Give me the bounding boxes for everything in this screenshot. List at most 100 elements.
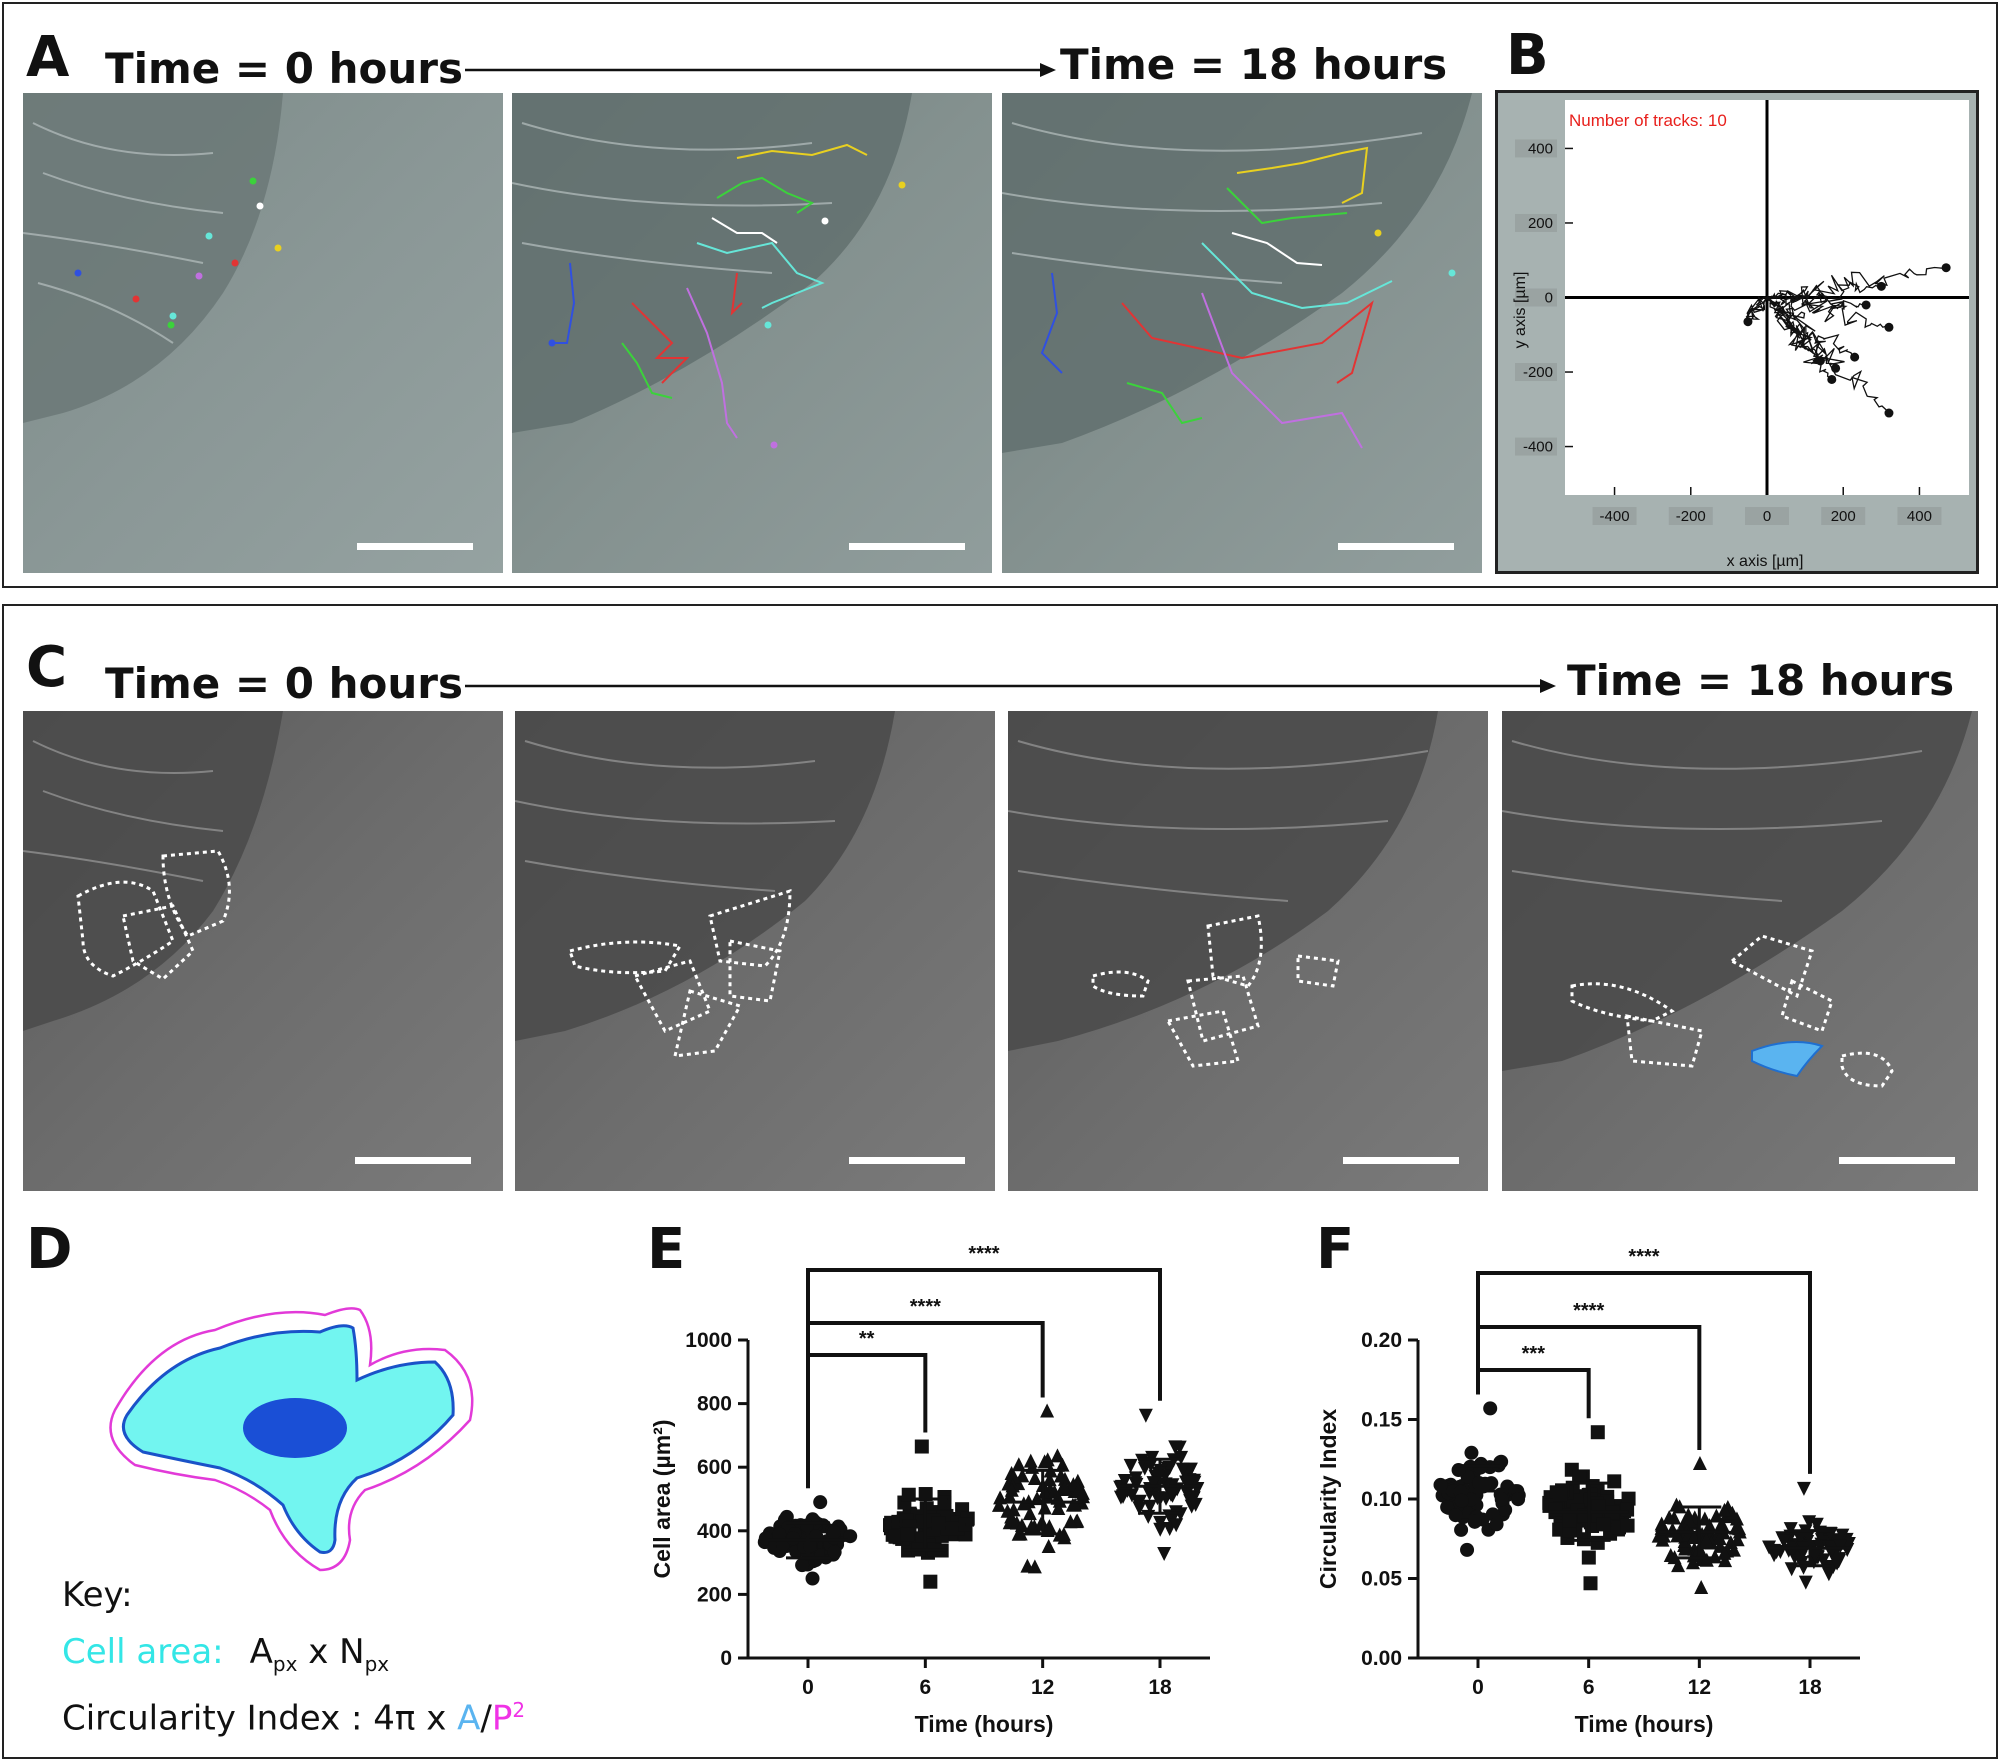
data-point xyxy=(1023,1453,1038,1468)
data-point xyxy=(1075,1485,1090,1500)
data-point xyxy=(1655,1517,1670,1532)
key-circularity-p: P xyxy=(491,1698,513,1739)
data-point xyxy=(1011,1526,1026,1541)
data-point xyxy=(1138,1408,1153,1423)
y-tick-label: 800 xyxy=(697,1393,732,1416)
data-point xyxy=(1128,1471,1143,1486)
x-tick-label: 18 xyxy=(1148,1676,1172,1699)
x-axis-label: Time (hours) xyxy=(1575,1711,1714,1737)
data-point xyxy=(1718,1553,1733,1568)
micrograph-c-18h-image xyxy=(1502,711,1978,1191)
panel-f-chart: 0.00 0.05 0.10 0.15 0.20 0 6 12 18 Time (hours) Ci… xyxy=(1320,1246,1860,1737)
panel-b-ytick-bg xyxy=(1515,363,1557,382)
data-point xyxy=(1158,1477,1173,1492)
panel-b-ytick-bg xyxy=(1515,288,1557,307)
y-tick-label: 200 xyxy=(697,1583,732,1606)
data-point xyxy=(1792,1531,1807,1546)
data-point xyxy=(1670,1528,1685,1543)
cell-diagram xyxy=(109,1307,474,1572)
panel-b-xtick-bg xyxy=(1745,507,1789,525)
panel-b-ytick-bg xyxy=(1515,213,1557,232)
panel-b-ytick-label: 400 xyxy=(1528,140,1553,157)
data-point xyxy=(1717,1502,1732,1517)
panel-b-track-end xyxy=(1876,281,1886,291)
scale-bar-c-12h xyxy=(1343,1157,1459,1164)
data-point xyxy=(1063,1514,1078,1529)
data-point xyxy=(1057,1480,1072,1495)
data-point xyxy=(1040,1452,1055,1467)
y-tick-label: 0 xyxy=(720,1647,732,1670)
data-point xyxy=(1730,1532,1745,1547)
y-tick-label: 0.15 xyxy=(1361,1409,1402,1432)
panel-b-track xyxy=(1766,296,1833,380)
data-point xyxy=(1553,1487,1568,1502)
panel-c-time-end: Time = 18 hours xyxy=(1567,656,1955,705)
panel-b-track xyxy=(1766,288,1867,313)
significance-bracket xyxy=(806,1268,1162,1489)
data-point xyxy=(1117,1473,1132,1488)
data-point xyxy=(1726,1542,1741,1557)
data-point xyxy=(1692,1456,1707,1471)
panel-b-xtick-label: -400 xyxy=(1600,508,1630,525)
panel-b-xtick-label: 400 xyxy=(1907,508,1932,525)
x-axis-label: Time (hours) xyxy=(915,1711,1054,1737)
x-tick-label: 18 xyxy=(1798,1676,1822,1699)
x-tick-label: 6 xyxy=(919,1676,931,1699)
data-point xyxy=(1685,1555,1700,1570)
panel-ab-frame xyxy=(2,2,1998,588)
data-point xyxy=(1562,1513,1577,1528)
data-point xyxy=(1153,1515,1168,1530)
y-tick-label: 0.00 xyxy=(1361,1647,1402,1670)
data-point xyxy=(1186,1491,1201,1506)
data-point xyxy=(1833,1539,1848,1554)
data-point xyxy=(1591,1499,1606,1514)
panel-b-xtick-bg xyxy=(1668,507,1713,525)
x-tick-label: 12 xyxy=(1031,1676,1054,1699)
key-circularity-a: A xyxy=(457,1698,481,1739)
significance-label: **** xyxy=(1628,1246,1659,1268)
data-point xyxy=(1712,1530,1727,1545)
panel-b-ytick-label: -200 xyxy=(1523,364,1553,381)
data-point xyxy=(888,1529,903,1544)
data-point xyxy=(1783,1522,1798,1537)
data-point xyxy=(1590,1425,1605,1440)
key-title: Key: xyxy=(62,1575,133,1615)
scale-bar-a-18h xyxy=(1338,543,1454,550)
data-point xyxy=(1686,1529,1701,1544)
key-cell-area-label: Cell area: xyxy=(62,1632,224,1672)
data-point xyxy=(1164,1486,1179,1501)
y-tick-label: 400 xyxy=(697,1520,732,1543)
significance-label: **** xyxy=(1573,1300,1604,1322)
panel-b-track-end xyxy=(1827,374,1837,384)
panel-b-track-end xyxy=(1861,300,1871,310)
panel-b-track xyxy=(1766,296,1890,414)
y-tick-label: 0.10 xyxy=(1361,1488,1402,1511)
micrograph-c-0h xyxy=(23,711,503,1191)
panel-b-track-end xyxy=(1815,356,1825,366)
micrograph-a-mid xyxy=(512,93,992,573)
data-point xyxy=(1055,1457,1070,1472)
data-point xyxy=(1682,1513,1697,1528)
data-point xyxy=(1004,1482,1019,1497)
data-point xyxy=(1489,1517,1504,1532)
panel-b-track xyxy=(1766,296,1890,329)
panel-b-xtick-label: 0 xyxy=(1763,508,1771,525)
data-point xyxy=(958,1517,973,1532)
data-point xyxy=(1732,1524,1747,1539)
scale-bar-c-0h xyxy=(355,1157,471,1164)
panel-b-ytick-label: 0 xyxy=(1545,290,1553,307)
panel-b-ylabel: y axis [µm] xyxy=(1512,272,1529,349)
data-point xyxy=(1671,1558,1686,1573)
data-point xyxy=(813,1495,828,1510)
significance-label: **** xyxy=(968,1243,999,1265)
micrograph-c-0h-image xyxy=(23,711,503,1191)
key-cell-area-a-sub: px xyxy=(272,1651,298,1676)
panel-b-track-end xyxy=(1941,263,1951,273)
data-point xyxy=(1699,1552,1714,1567)
panel-b-ytick-label: -400 xyxy=(1523,439,1553,456)
data-point xyxy=(1135,1453,1150,1468)
data-point xyxy=(1796,1560,1811,1575)
data-point xyxy=(1776,1534,1791,1549)
data-point xyxy=(1182,1475,1197,1490)
data-point xyxy=(1040,1403,1055,1418)
